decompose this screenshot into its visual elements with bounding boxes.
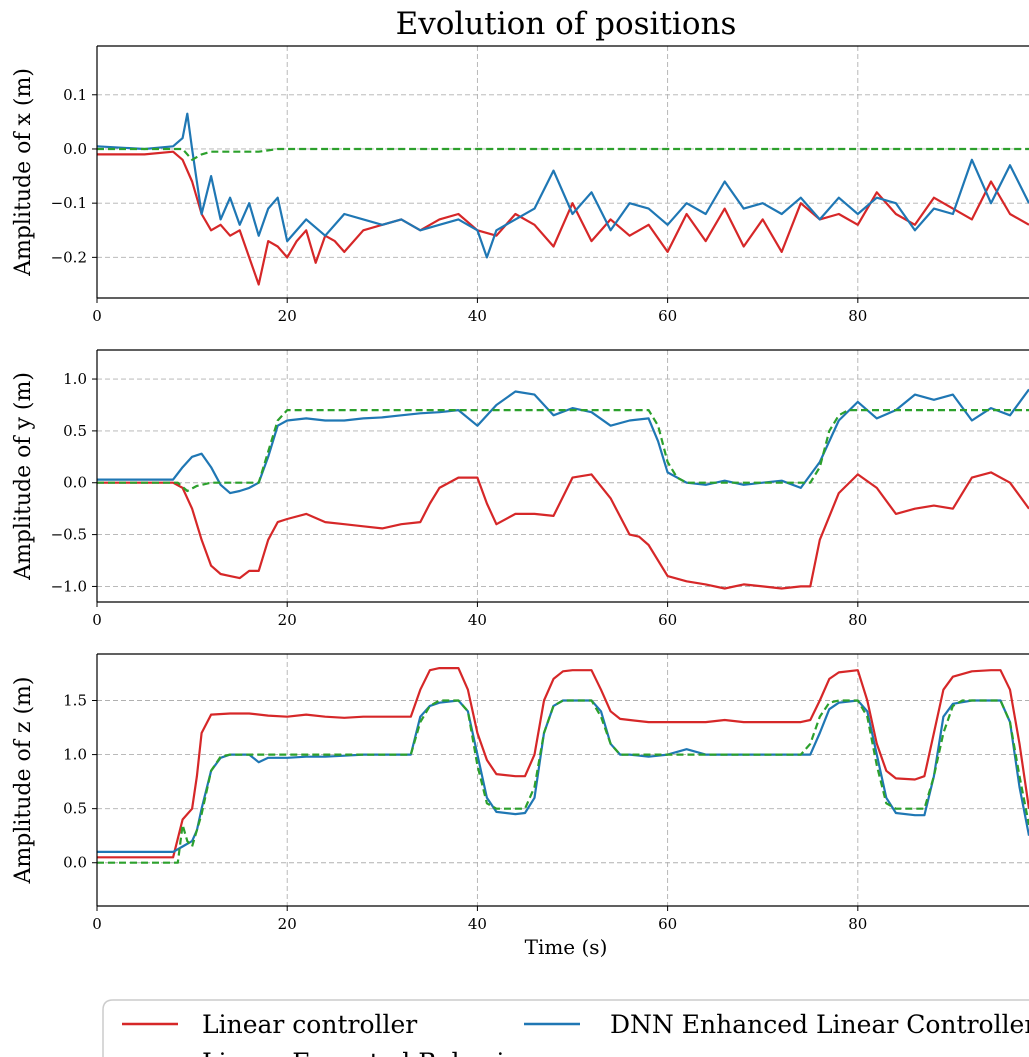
y-tick-label: −0.5 bbox=[51, 526, 87, 544]
y-tick-label: −0.1 bbox=[51, 194, 87, 212]
legend: Linear controller DNN Enhanced Linear Co… bbox=[102, 999, 1029, 1057]
x-tick-label: 20 bbox=[278, 915, 297, 933]
y-tick-label: 1.0 bbox=[63, 370, 87, 388]
series-line-expected-behavior bbox=[97, 409, 1029, 493]
y-tick-label: −1.0 bbox=[51, 577, 87, 595]
series-group bbox=[97, 667, 1029, 864]
series-line-expected-behavior bbox=[97, 147, 1029, 161]
subplot-1: 0 20 40 60 80 0.1 0.0 −0.1 −0.2 Amplitude of x (m… bbox=[11, 45, 1029, 325]
subplots: 0 20 40 60 80 0.1 0.0 −0.1 −0.2 Amplitude of x (m… bbox=[11, 45, 1029, 933]
x-tick-label: 40 bbox=[468, 915, 487, 933]
y-tick-label: 0.1 bbox=[63, 86, 87, 104]
y-tick-label: 0.5 bbox=[63, 422, 87, 440]
series-line-linear-controller bbox=[97, 471, 1029, 590]
y-tick-label: 0.0 bbox=[63, 140, 87, 158]
y-tick-label: 1.0 bbox=[63, 746, 87, 764]
x-tick-label: 60 bbox=[658, 307, 677, 325]
y-axis-label: Amplitude of x (m) bbox=[11, 68, 36, 277]
legend-label-expected-behavior: Linear Expected Behavior bbox=[202, 1048, 532, 1057]
y-tick-label: 1.5 bbox=[63, 692, 87, 710]
legend-label-dnn-controller: DNN Enhanced Linear Controller bbox=[610, 1010, 1029, 1039]
y-tick-label: 0.0 bbox=[63, 854, 87, 872]
y-axis-label: Amplitude of z (m) bbox=[11, 676, 36, 884]
series-group bbox=[97, 388, 1029, 590]
series-line-linear-controller bbox=[97, 150, 1029, 286]
x-tick-label: 60 bbox=[658, 915, 677, 933]
y-tick-label: 0.5 bbox=[63, 800, 87, 818]
chart-title: Evolution of positions bbox=[396, 6, 737, 42]
y-axis-label: Amplitude of y (m) bbox=[11, 372, 36, 581]
series-group bbox=[97, 112, 1029, 286]
x-tick-label: 40 bbox=[468, 611, 487, 629]
x-tick-label: 40 bbox=[468, 307, 487, 325]
legend-frame bbox=[102, 999, 1029, 1057]
x-tick-label: 80 bbox=[848, 611, 867, 629]
x-tick-label: 60 bbox=[658, 611, 677, 629]
legend-label-linear-controller: Linear controller bbox=[202, 1010, 417, 1039]
x-tick-label: 80 bbox=[848, 915, 867, 933]
series-line-dnn-controller bbox=[97, 699, 1029, 853]
series-line-linear-controller bbox=[97, 667, 1029, 859]
y-tick-label: 0.0 bbox=[63, 474, 87, 492]
y-tick-label: −0.2 bbox=[51, 248, 87, 266]
x-axis-label: Time (s) bbox=[525, 935, 608, 959]
x-tick-label: 80 bbox=[848, 307, 867, 325]
series-line-expected-behavior bbox=[97, 699, 1029, 864]
subplot-3: 0 20 40 60 80 1.5 1.0 0.5 0.0 Amplitude of z (m) bbox=[11, 653, 1029, 933]
subplot-2: 0 20 40 60 80 1.0 0.5 0.0 −0.5 −1.0 Amplitude of y… bbox=[11, 349, 1029, 629]
x-tick-label: 0 bbox=[92, 307, 102, 325]
series-line-dnn-controller bbox=[97, 388, 1029, 495]
x-tick-label: 20 bbox=[278, 611, 297, 629]
x-tick-label: 0 bbox=[92, 611, 102, 629]
series-line-dnn-controller bbox=[97, 112, 1029, 259]
x-tick-label: 0 bbox=[92, 915, 102, 933]
x-tick-label: 20 bbox=[278, 307, 297, 325]
